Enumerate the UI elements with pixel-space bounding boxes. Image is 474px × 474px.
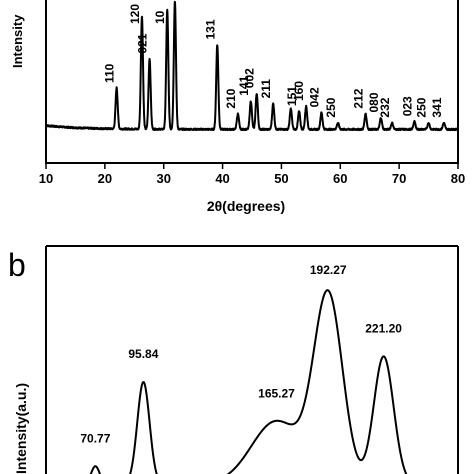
panel-a-trace	[45, 0, 459, 132]
panel-b: b Intensity(a.u.) 70.77 95.84 165.27 192.27…	[8, 245, 459, 474]
panel-a-peak-label: 232	[378, 97, 392, 117]
panel-a-x-tick-label: 70	[392, 171, 406, 186]
panel-a-peak-label: 042	[308, 87, 322, 107]
panel-a-peak-label: 080	[367, 92, 381, 112]
panel-a-peak-label: 10	[153, 10, 167, 24]
panel-a-x-tick-label: 50	[274, 171, 288, 186]
panel-a-peak-label: 021	[136, 33, 150, 53]
panel-b-peak-label: 95.84	[128, 347, 158, 361]
panel-a-peak-label: 002	[243, 68, 257, 88]
panel-a-peak-label: 211	[259, 79, 273, 99]
panel-a-peak-label: 210	[224, 88, 238, 108]
panel-b-peak-label: 192.27	[310, 263, 347, 277]
panel-a: Intensity 10 20 30 40 50 60 70 80 1101200211013…	[10, 0, 465, 214]
panel-b-label: b	[8, 247, 26, 283]
panel-a-x-tick-label: 20	[98, 171, 112, 186]
panel-a-peak-label: 120	[128, 4, 142, 24]
panel-a-x-ticks: 10 20 30 40 50 60 70 80	[39, 163, 465, 186]
panel-a-peak-label: 141	[237, 75, 251, 95]
panel-a-x-tick-label: 30	[156, 171, 170, 186]
panel-a-peak-label: 151	[285, 86, 299, 106]
panel-b-peak-label: 70.77	[80, 431, 110, 445]
panel-b-peak-labels: 70.77 95.84 165.27 192.27 221.20	[80, 263, 402, 446]
panel-a-x-axis-label: 2θ(degrees)	[207, 198, 285, 214]
panel-a-x-tick-label: 40	[215, 171, 229, 186]
panel-a-peak-label: 212	[352, 88, 366, 108]
panel-b-y-axis-label: Intensity(a.u.)	[13, 383, 29, 474]
panel-a-x-tick-label: 80	[451, 171, 465, 186]
panel-a-peak-label: 341	[430, 97, 444, 117]
panel-a-peak-label: 160	[292, 81, 306, 101]
panel-b-peak-label: 165.27	[258, 386, 295, 400]
panel-a-x-tick-label: 10	[39, 171, 53, 186]
panel-a-peak-label: 250	[415, 97, 429, 117]
panel-b-peak-label: 221.20	[365, 322, 402, 336]
panel-a-peak-label: 250	[324, 97, 338, 117]
panel-a-x-tick-label: 60	[333, 171, 347, 186]
panel-a-peak-label: 131	[203, 19, 217, 39]
panel-a-y-axis-label: Intensity	[10, 14, 25, 68]
panel-a-axes-frame	[45, 0, 459, 164]
panel-a-peak-label: 023	[400, 96, 414, 116]
panel-a-peak-label: 110	[103, 63, 117, 83]
panel-b-trace	[89, 289, 408, 474]
